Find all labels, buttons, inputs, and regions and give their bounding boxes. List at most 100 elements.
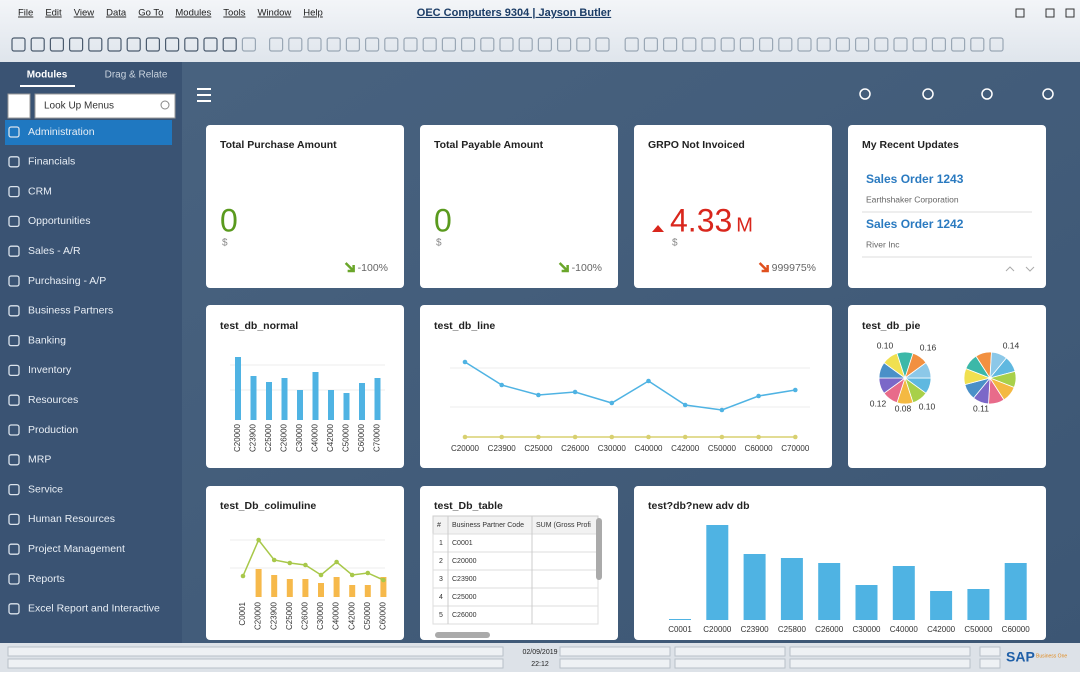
sidebar-item[interactable]: Administration [28,126,95,138]
sidebar-item[interactable]: Production [28,424,78,436]
menu-item[interactable]: View [74,8,95,19]
toolbar-icon[interactable] [537,37,553,52]
toolbar-icon[interactable] [422,37,437,52]
menu-item[interactable]: Edit [45,8,62,19]
toolbar-icon[interactable] [441,37,456,52]
header-icon[interactable] [1042,88,1054,100]
menu-item[interactable]: Help [303,8,323,19]
sidebar-item[interactable]: Sales - A/R [28,245,81,257]
sidebar-item[interactable]: CRM [28,185,52,197]
menu-item[interactable]: Tools [223,8,245,19]
toolbar-icon[interactable] [970,37,985,52]
toolbar-icon[interactable] [365,37,380,52]
toolbar-icon[interactable] [893,37,908,52]
sidebar-item[interactable]: MRP [28,454,51,466]
toolbar-icon[interactable] [145,37,160,52]
card[interactable] [848,305,1046,468]
card[interactable] [848,125,1046,288]
sidebar-item[interactable]: Resources [28,394,78,406]
card[interactable] [420,125,618,288]
sidebar-item[interactable]: Service [28,483,63,495]
sidebar-item[interactable]: Excel Report and Interactive [28,603,160,615]
toolbar-icon[interactable] [912,37,927,52]
toolbar-icon[interactable] [854,37,870,52]
recent-link[interactable]: Sales Order 1242 [866,217,964,231]
toolbar-icon[interactable] [107,37,122,52]
toolbar-icon[interactable] [307,37,322,52]
toolbar-icon[interactable] [88,37,103,52]
toolbar-icon[interactable] [624,37,639,52]
toolbar-icon[interactable] [576,37,591,52]
toolbar-icon[interactable] [758,37,774,52]
sidebar-item[interactable]: Reports [28,573,65,585]
toolbar-icon[interactable] [326,37,341,52]
sidebar-item[interactable]: Purchasing - A/P [28,275,106,287]
toolbar-icon[interactable] [720,37,735,52]
toolbar-icon[interactable] [662,37,678,52]
toolbar-icon[interactable] [931,37,947,52]
toolbar-icon[interactable] [778,37,793,52]
sidebar-item[interactable]: Business Partners [28,305,113,317]
menu-item[interactable]: Modules [175,8,211,19]
header-icon[interactable] [859,88,871,100]
window-control[interactable] [1015,8,1025,18]
sidebar-item[interactable]: Human Resources [28,513,115,525]
toolbar-icon[interactable] [384,37,399,52]
toolbar-icon[interactable] [950,37,966,52]
window-control[interactable] [1065,8,1075,18]
toolbar-icon[interactable] [241,37,256,52]
toolbar-icon[interactable] [989,37,1004,52]
toolbar-icon[interactable] [288,37,303,52]
toolbar-icon[interactable] [556,37,572,52]
toolbar-icon[interactable] [403,37,418,52]
toolbar-icon[interactable] [480,37,495,52]
menu-item[interactable]: Go To [138,8,163,19]
toolbar-icon[interactable] [499,37,514,52]
header-icon[interactable] [922,88,934,100]
sidebar-item[interactable]: Inventory [28,364,72,376]
toolbar-icon[interactable] [345,37,360,52]
toolbar-icon[interactable] [816,37,831,52]
recent-link[interactable]: Sales Order 1243 [866,172,964,186]
header-icon[interactable] [981,88,993,100]
sidebar-tab[interactable]: Modules [27,70,68,81]
toolbar-icon[interactable] [203,37,218,52]
card[interactable] [634,125,832,288]
v-scrollbar[interactable] [596,518,602,580]
toolbar-icon[interactable] [222,37,237,52]
toolbar-icon[interactable] [68,37,84,52]
toolbar-icon[interactable] [49,37,65,52]
sidebar-item[interactable]: Financials [28,156,75,168]
search-button[interactable] [7,93,31,119]
toolbar-icon[interactable] [643,37,659,52]
toolbar-icon[interactable] [701,37,716,52]
toolbar-icon[interactable] [184,37,199,52]
card[interactable] [206,125,404,288]
search-input[interactable] [34,93,176,119]
toolbar-icon[interactable] [595,37,610,52]
toolbar-icon[interactable] [835,37,851,52]
sidebar-item[interactable]: Banking [28,334,66,346]
toolbar-icon[interactable] [461,37,476,52]
chevrons[interactable] [1005,266,1035,272]
toolbar-icon[interactable] [165,37,180,52]
toolbar-icon[interactable] [518,37,533,52]
card[interactable] [206,305,404,468]
toolbar-icon[interactable] [11,37,26,52]
menu-item[interactable]: Data [106,8,127,19]
window-control[interactable] [1045,8,1055,18]
menu-item[interactable]: Window [257,8,291,19]
toolbar-icon[interactable] [682,37,697,52]
sidebar-tab[interactable]: Drag & Relate [105,70,168,81]
sidebar-item[interactable]: Opportunities [28,215,90,227]
toolbar-icon[interactable] [30,37,45,52]
menu-item[interactable]: File [18,8,33,19]
toolbar-icon[interactable] [269,37,284,52]
h-scrollbar[interactable] [435,632,490,638]
card[interactable] [420,305,832,468]
toolbar-icon[interactable] [797,37,812,52]
sidebar-item[interactable]: Project Management [28,543,125,555]
toolbar-icon[interactable] [126,37,141,52]
toolbar-icon[interactable] [739,37,755,52]
toolbar-icon[interactable] [874,37,889,52]
